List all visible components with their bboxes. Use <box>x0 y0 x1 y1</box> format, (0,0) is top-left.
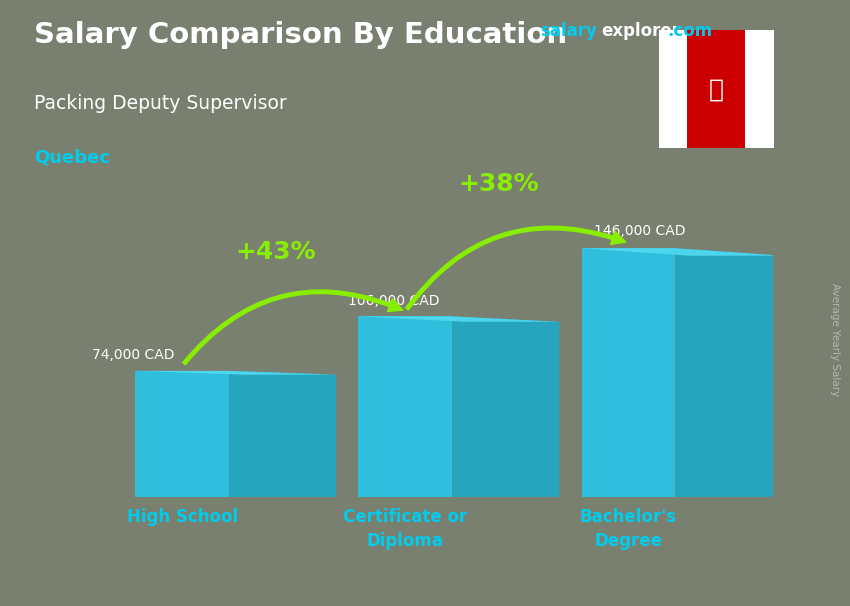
Text: salary: salary <box>540 22 597 41</box>
Polygon shape <box>359 316 559 322</box>
Bar <box>688 30 745 148</box>
Polygon shape <box>581 248 675 497</box>
Polygon shape <box>359 316 452 497</box>
Text: 74,000 CAD: 74,000 CAD <box>92 348 174 362</box>
Text: Average Yearly Salary: Average Yearly Salary <box>830 283 840 396</box>
Text: Salary Comparison By Education: Salary Comparison By Education <box>34 21 567 49</box>
Text: 106,000 CAD: 106,000 CAD <box>348 294 440 308</box>
Text: explorer: explorer <box>601 22 680 41</box>
Bar <box>659 30 688 148</box>
Text: Packing Deputy Supervisor: Packing Deputy Supervisor <box>34 94 286 113</box>
Polygon shape <box>229 371 336 497</box>
Text: +38%: +38% <box>459 171 540 196</box>
Bar <box>745 30 774 148</box>
FancyArrowPatch shape <box>405 226 626 310</box>
Polygon shape <box>675 248 782 497</box>
Polygon shape <box>135 371 336 375</box>
Text: Quebec: Quebec <box>34 148 110 167</box>
Text: .com: .com <box>667 22 712 41</box>
Text: 🍁: 🍁 <box>709 78 723 101</box>
Text: 146,000 CAD: 146,000 CAD <box>594 224 685 238</box>
Text: +43%: +43% <box>235 239 316 264</box>
FancyArrowPatch shape <box>183 290 403 365</box>
Polygon shape <box>581 248 782 256</box>
Polygon shape <box>452 316 559 497</box>
Polygon shape <box>135 371 229 497</box>
